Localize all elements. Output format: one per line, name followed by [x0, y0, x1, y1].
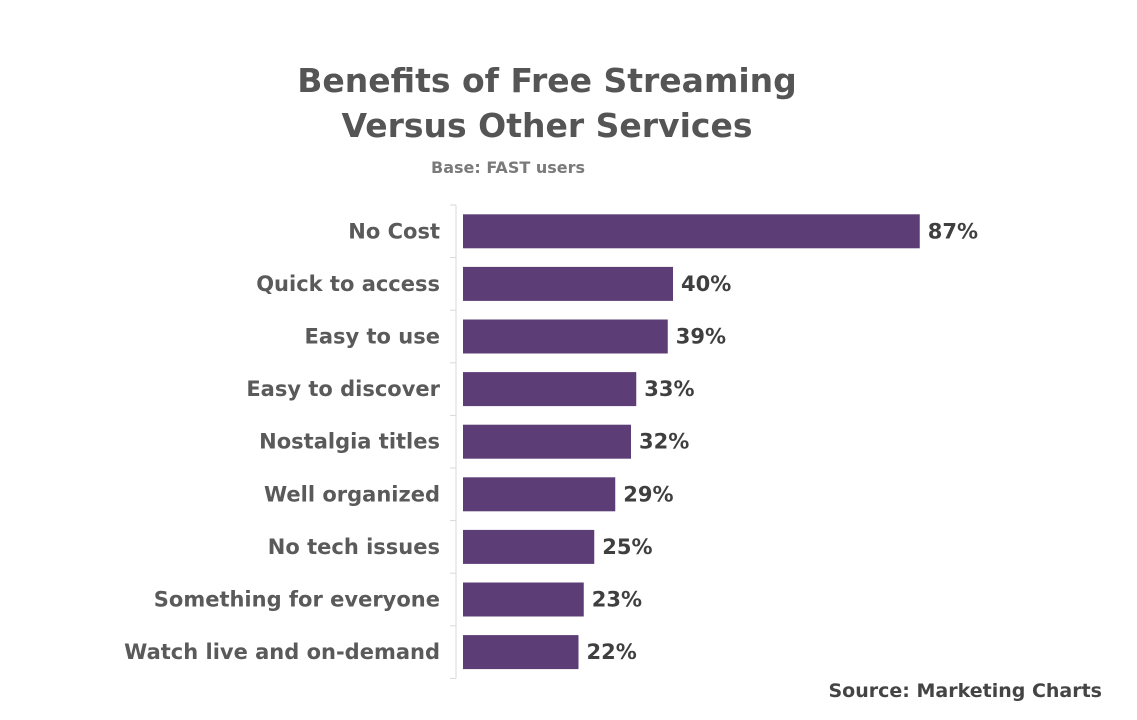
category-label: Something for everyone — [154, 588, 440, 612]
bar — [463, 529, 595, 564]
bar — [463, 635, 579, 670]
bar — [463, 477, 616, 512]
value-label: 32% — [639, 430, 689, 454]
category-label: Nostalgia titles — [259, 430, 440, 454]
value-label: 25% — [602, 535, 652, 559]
value-label: 33% — [644, 377, 694, 401]
bar — [463, 582, 584, 617]
chart-title-line-2: Versus Other Services — [342, 106, 753, 145]
value-labels-group: 87% 40% 39% 33% 32% 29% 25% 23% 22% — [587, 219, 979, 664]
category-labels-group: No Cost Quick to access Easy to use Easy to… — [124, 219, 440, 664]
value-label: 29% — [623, 482, 673, 506]
value-label: 87% — [928, 219, 978, 243]
category-label: Well organized — [264, 482, 440, 506]
category-label: No Cost — [348, 219, 440, 243]
chart-title-line-1: Benefits of Free Streaming — [297, 61, 797, 100]
category-label: Easy to discover — [246, 377, 440, 401]
category-label: Easy to use — [305, 325, 441, 349]
bars-group — [463, 214, 920, 670]
source-note: Source: Marketing Charts — [829, 680, 1103, 702]
chart-subtitle: Base: FAST users — [431, 158, 585, 177]
category-label: Quick to access — [256, 272, 440, 296]
axis-group — [450, 204, 457, 679]
bar — [463, 319, 668, 354]
value-label: 39% — [676, 325, 726, 349]
category-label: Watch live and on-demand — [124, 640, 440, 664]
bar — [463, 372, 637, 407]
bar — [463, 214, 920, 249]
value-label: 23% — [592, 588, 642, 612]
bar — [463, 266, 673, 301]
value-label: 40% — [681, 272, 731, 296]
value-label: 22% — [587, 640, 637, 664]
bar — [463, 424, 631, 459]
category-label: No tech issues — [268, 535, 440, 559]
